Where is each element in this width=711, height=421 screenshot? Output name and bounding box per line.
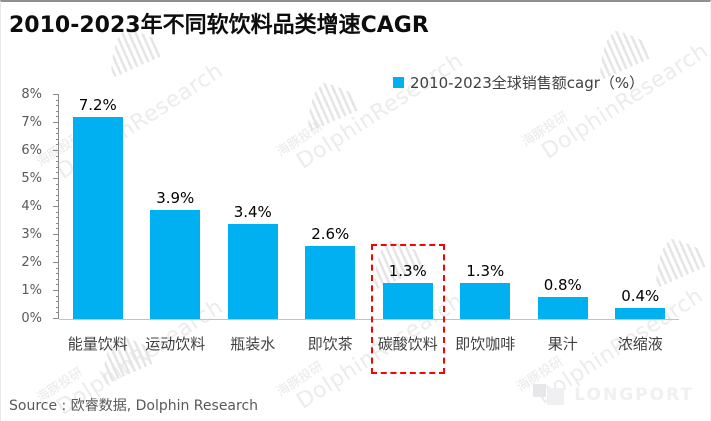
bar-value-label: 3.9% [156,188,195,207]
y-minor-tick [55,295,59,297]
page-title: 2010-2023年不同软饮料品类增速CAGR [9,13,429,38]
bar-value-label: 0.8% [543,275,582,294]
x-axis-category-label: 浓缩液 [617,335,663,353]
y-minor-tick [55,144,59,146]
bar [460,282,511,319]
y-major-tick [53,178,59,179]
x-axis-category-label: 碳酸饮料 [377,335,438,353]
y-minor-tick [55,312,59,314]
y-major-tick [53,290,59,291]
y-axis-tick-label: 3% [21,227,42,242]
y-minor-tick [55,267,59,269]
y-axis-tick-label: 0% [21,311,42,326]
x-axis-category-label: 即饮咖啡 [455,335,516,353]
y-major-tick [53,262,59,263]
y-minor-tick [55,200,59,202]
bar-chart: 0% 1% 2% 3% 4% 5% 6% 7% 8% 7.2% 3.9% 3.4% 2.6% 1.3% 1… [1,87,680,374]
bar-column: 3.9% [137,95,215,319]
bar [227,223,278,319]
longport-wordmark: LONGPORT [574,385,694,405]
x-axis-labels: 能量饮料 运动饮料 瓶装水 即饮茶 碳酸饮料 即饮咖啡 果汁 浓缩液 [59,320,679,354]
y-minor-tick [55,278,59,280]
x-axis-category-label: 能量饮料 [67,335,128,353]
bar-column: 1.3% [447,95,525,319]
y-minor-tick [55,245,59,247]
y-axis-tick-label: 1% [21,283,42,298]
bar-value-label: 7.2% [78,96,117,115]
y-minor-tick [55,172,59,174]
y-major-tick [53,318,59,319]
y-axis-tick-label: 8% [21,87,42,102]
y-minor-tick [55,183,59,185]
y-axis-tick-label: 5% [21,171,42,186]
bar-column: 3.4% [214,95,292,319]
bar-value-label: 3.4% [233,202,272,221]
y-minor-tick [55,99,59,101]
bar [72,117,123,319]
x-axis-category-label: 瓶装水 [230,335,276,353]
legend-label: 2010-2023全球销售额cagr（%） [410,74,645,92]
y-minor-tick [55,161,59,163]
y-minor-tick [55,228,59,230]
x-axis-category-label: 运动饮料 [145,335,206,353]
watermark-soundwave-icon [587,21,653,80]
bar-value-label: 0.4% [621,286,660,305]
bar-column: 0.8% [524,95,602,319]
y-axis: 0% 1% 2% 3% 4% 5% 6% 7% 8% [1,87,59,326]
y-minor-tick [55,194,59,196]
y-minor-tick [55,155,59,157]
y-minor-tick [55,189,59,191]
y-minor-tick [55,217,59,219]
y-minor-tick [55,110,59,112]
y-minor-tick [55,306,59,308]
y-major-tick [53,234,59,235]
y-axis-line [58,95,59,319]
y-minor-tick [55,239,59,241]
y-minor-tick [55,116,59,118]
y-axis-tick-label: 4% [21,199,42,214]
bar-column: 7.2% [59,95,137,319]
bar-value-label: 2.6% [311,225,350,244]
x-axis-category-label: 即饮茶 [307,335,353,353]
y-axis-tick-label: 7% [21,115,42,130]
y-minor-tick [55,273,59,275]
bar [305,246,356,319]
legend: 2010-2023全球销售额cagr（%） [393,72,644,93]
y-minor-tick [55,250,59,252]
bar-column: 1.3% [369,95,447,374]
bar [615,307,666,319]
source-note: Source : 欧睿数据, Dolphin Research [9,398,259,414]
y-major-tick [53,94,59,95]
y-minor-tick [55,133,59,135]
x-axis-category-label: 果汁 [547,335,578,353]
highlight-dashed-box [370,243,445,374]
y-minor-tick [55,222,59,224]
y-minor-tick [55,166,59,168]
bar [150,209,201,319]
y-axis-tick-label: 2% [21,255,42,270]
y-minor-tick [55,105,59,107]
bar-value-label: 1.3% [466,261,505,280]
y-axis-tick-label: 6% [21,143,42,158]
y-major-tick [53,122,59,123]
y-minor-tick [55,256,59,258]
bar-column: 0.4% [602,95,680,319]
plot-area: 7.2% 3.9% 3.4% 2.6% 1.3% 1.3% 0.8% 0.4% [59,95,680,374]
legend-swatch [393,77,404,88]
y-minor-tick [55,127,59,129]
y-minor-tick [55,138,59,140]
y-minor-tick [55,301,59,303]
y-minor-tick [55,284,59,286]
y-major-tick [53,206,59,207]
y-major-tick [53,150,59,151]
longport-branding: LONGPORT [533,384,694,406]
bar-column: 2.6% [292,95,370,319]
bar [537,296,588,319]
longport-logo-icon [533,384,565,406]
y-minor-tick [55,211,59,213]
